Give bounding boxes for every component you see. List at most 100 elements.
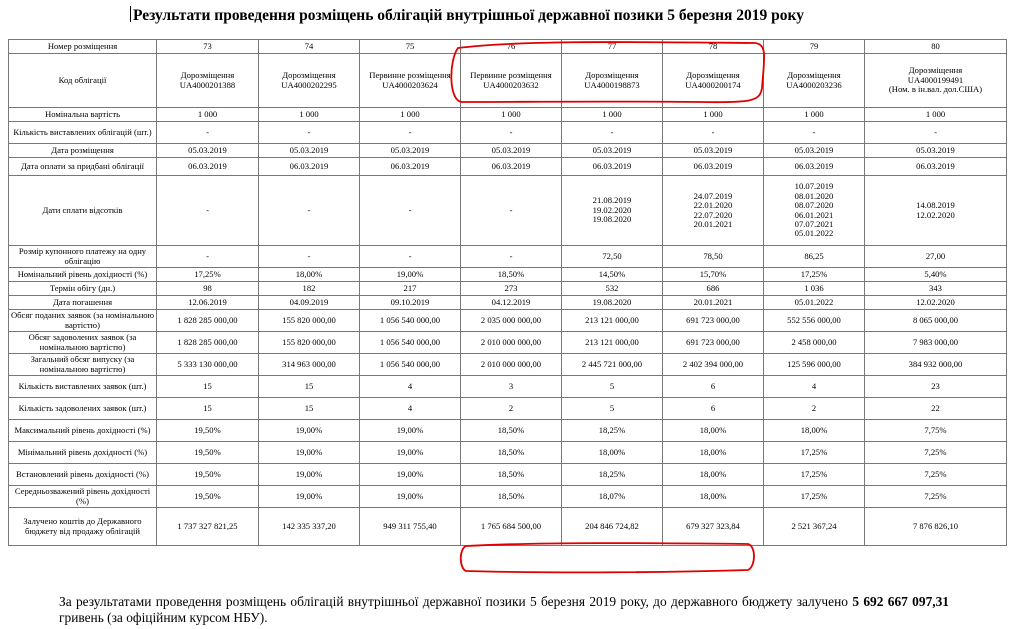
table-cell: - xyxy=(561,121,663,144)
summary-total: 5 692 667 097,31 xyxy=(852,594,949,609)
table-cell: 05.03.2019 xyxy=(662,143,764,158)
table-row: Дата розміщення 05.03.2019 05.03.2019 05.03… xyxy=(8,143,1007,158)
table-cell: 18,00% xyxy=(662,419,764,442)
table-cell: 1 000 xyxy=(156,107,259,122)
table-row: Кількість виставлених заявок (шт.) 15 15 4 3… xyxy=(8,375,1007,398)
table-cell: 14.08.2019 12.02.2020 xyxy=(864,175,1007,246)
table-cell: 19,00% xyxy=(359,419,461,442)
table-cell: 09.10.2019 xyxy=(359,295,461,310)
table-cell: 74 xyxy=(258,39,360,54)
row-label: Дата оплати за придбані облігації xyxy=(8,157,157,176)
table-cell: 679 327 323,84 xyxy=(662,507,764,546)
row-label: Кількість задоволених заявок (шт.) xyxy=(8,397,157,420)
table-cell: 1 056 540 000,00 xyxy=(359,331,461,354)
table-cell: 5 xyxy=(561,397,663,420)
row-label: Кількість виставлених облігацій (шт.) xyxy=(8,121,157,144)
row-label: Номер розміщення xyxy=(8,39,157,54)
table-cell: 17,25% xyxy=(156,267,259,282)
table-cell: 2 xyxy=(460,397,562,420)
table-cell: 06.03.2019 xyxy=(359,157,461,176)
row-label: Середньозважений рівень дохідності (%) xyxy=(8,485,157,508)
table-cell: 5,40% xyxy=(864,267,1007,282)
table-cell: 155 820 000,00 xyxy=(258,331,360,354)
table-cell: Дорозміщення UA4000200174 xyxy=(662,53,764,108)
table-cell: - xyxy=(258,121,360,144)
table-cell: 2 445 721 000,00 xyxy=(561,353,663,376)
table-cell: 06.03.2019 xyxy=(561,157,663,176)
table-cell: 06.03.2019 xyxy=(763,157,865,176)
table-cell: 552 556 000,00 xyxy=(763,309,865,332)
table-cell: 05.03.2019 xyxy=(258,143,360,158)
table-cell: 4 xyxy=(359,397,461,420)
table-cell: Первинне розміщення UA4000203624 xyxy=(359,53,461,108)
summary-text-end: гривень (за офіційним курсом НБУ). xyxy=(59,610,268,625)
table-cell: 27,00 xyxy=(864,245,1007,268)
table-cell: 1 000 xyxy=(662,107,764,122)
row-label: Номінальний рівень дохідності (%) xyxy=(8,267,157,282)
table-cell: 77 xyxy=(561,39,663,54)
table-cell: - xyxy=(258,245,360,268)
table-cell: 19,00% xyxy=(359,485,461,508)
table-cell: 76 xyxy=(460,39,562,54)
table-cell: 06.03.2019 xyxy=(460,157,562,176)
row-label: Обсяг поданих заявок (за номінальною вар… xyxy=(8,309,157,332)
table-cell: 5 xyxy=(561,375,663,398)
table-cell: 1 737 327 821,25 xyxy=(156,507,259,546)
table-cell: 05.03.2019 xyxy=(763,143,865,158)
table-cell: 05.03.2019 xyxy=(864,143,1007,158)
table-cell: 314 963 000,00 xyxy=(258,353,360,376)
table-cell: 10.07.2019 08.01.2020 08.07.2020 06.01.2… xyxy=(763,175,865,246)
table-cell: 384 932 000,00 xyxy=(864,353,1007,376)
table-row: Дати сплати відсотків - - - -21.08.2019 19.0… xyxy=(8,175,1007,246)
table-cell: 18,00% xyxy=(561,441,663,464)
table-cell: 949 311 755,40 xyxy=(359,507,461,546)
summary-text: За результатами проведення розміщень обл… xyxy=(59,594,853,609)
table-row: Кількість задоволених заявок (шт.) 15 15 4 2… xyxy=(8,397,1007,420)
table-cell: 1 000 xyxy=(864,107,1007,122)
table-cell: 1 056 540 000,00 xyxy=(359,353,461,376)
row-label: Дати сплати відсотків xyxy=(8,175,157,246)
table-cell: - xyxy=(156,121,259,144)
table-cell: 05.01.2022 xyxy=(763,295,865,310)
table-cell: 19,50% xyxy=(156,441,259,464)
table-cell: 73 xyxy=(156,39,259,54)
table-cell: Дорозміщення UA4000201388 xyxy=(156,53,259,108)
table-row: Код облігації Дорозміщення UA4000201388 До… xyxy=(8,53,1007,108)
table-cell: 20.01.2021 xyxy=(662,295,764,310)
table-cell: 18,00% xyxy=(662,463,764,486)
table-cell: 691 723 000,00 xyxy=(662,331,764,354)
table-cell: 6 xyxy=(662,375,764,398)
row-label: Розмір купонного платежу на одну облігац… xyxy=(8,245,157,268)
table-cell: 213 121 000,00 xyxy=(561,331,663,354)
row-label: Обсяг задоволених заявок (за номінальною… xyxy=(8,331,157,354)
table-cell: 5 333 130 000,00 xyxy=(156,353,259,376)
row-label: Загальний обсяг випуску (за номінальною … xyxy=(8,353,157,376)
table-cell: 1 036 xyxy=(763,281,865,296)
row-label: Кількість виставлених заявок (шт.) xyxy=(8,375,157,398)
table-cell: 343 xyxy=(864,281,1007,296)
table-row: Обсяг задоволених заявок (за номінальною… xyxy=(8,331,1007,354)
table-row: Номінальний рівень дохідності (%) 17,25% 1… xyxy=(8,267,1007,282)
table-cell: 19,00% xyxy=(258,485,360,508)
table-cell: 686 xyxy=(662,281,764,296)
table-cell: 6 xyxy=(662,397,764,420)
table-cell: 1 000 xyxy=(763,107,865,122)
table-cell: 18,25% xyxy=(561,463,663,486)
table-cell: 142 335 337,20 xyxy=(258,507,360,546)
row-label: Встановлений рівень дохідності (%) xyxy=(8,463,157,486)
table-cell: 19.08.2020 xyxy=(561,295,663,310)
row-label: Дата розміщення xyxy=(8,143,157,158)
row-label: Дата погашення xyxy=(8,295,157,310)
table-row: Максимальний рівень дохідності (%) 19,50%… xyxy=(8,419,1007,442)
table-cell: 06.03.2019 xyxy=(258,157,360,176)
table-cell: 17,25% xyxy=(763,485,865,508)
row-label: Залучено коштів до Державного бюджету ві… xyxy=(8,507,157,546)
table-cell: 182 xyxy=(258,281,360,296)
table-cell: - xyxy=(156,175,259,246)
table-row: Кількість виставлених облігацій (шт.) - - -… xyxy=(8,121,1007,144)
table-cell: 79 xyxy=(763,39,865,54)
table-cell: 06.03.2019 xyxy=(156,157,259,176)
row-label: Код облігації xyxy=(8,53,157,108)
table-row: Середньозважений рівень дохідності (%) 19… xyxy=(8,485,1007,508)
table-cell: 12.02.2020 xyxy=(864,295,1007,310)
